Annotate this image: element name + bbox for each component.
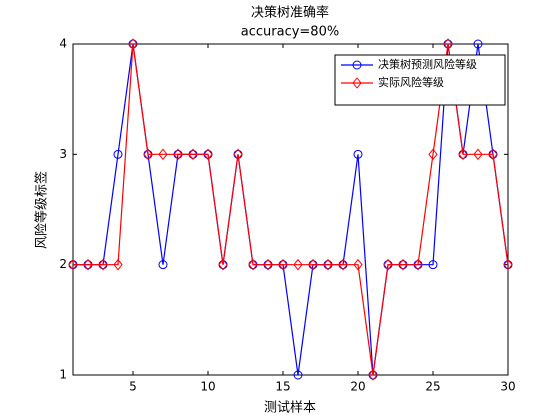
chart-subtitle: accuracy=80%	[241, 25, 339, 40]
data-point	[158, 148, 168, 161]
data-point	[368, 369, 378, 381]
data-point	[113, 258, 123, 271]
legend-box	[334, 54, 506, 106]
data-point	[68, 258, 78, 271]
legend-label: 决策树预测风险等级	[378, 57, 477, 71]
data-point	[353, 149, 363, 159]
y-tick-label: 3	[59, 147, 67, 161]
data-point	[458, 148, 468, 161]
series-line	[73, 43, 509, 376]
data-point	[473, 148, 483, 161]
data-point	[98, 258, 108, 271]
legend-marker	[352, 60, 362, 70]
chart-title: 决策树准确率	[251, 5, 329, 21]
data-point	[323, 258, 333, 271]
data-point	[413, 258, 423, 271]
data-point	[143, 148, 153, 161]
data-point	[263, 258, 273, 271]
y-axis-label: 风险等级标签	[34, 171, 50, 249]
data-point	[428, 148, 438, 161]
x-tick-label: 25	[425, 380, 440, 394]
data-point	[398, 258, 408, 271]
x-tick-label: 10	[200, 380, 215, 394]
data-point	[428, 260, 438, 270]
data-point	[83, 258, 93, 271]
x-tick-label: 5	[129, 380, 137, 394]
data-point	[173, 148, 183, 161]
x-tick-label: 20	[350, 380, 365, 394]
x-tick-label: 15	[275, 380, 290, 394]
data-point	[128, 38, 138, 50]
data-point	[338, 258, 348, 271]
plot-area	[72, 43, 509, 376]
y-tick-label: 4	[59, 37, 67, 51]
legend-marker	[352, 77, 362, 89]
data-point	[503, 258, 513, 271]
x-tick-label: 30	[500, 380, 515, 394]
data-point	[248, 258, 258, 271]
data-point	[203, 148, 213, 161]
y-tick-label: 1	[59, 368, 67, 382]
x-axis-label: 测试样本	[264, 401, 316, 416]
data-point	[188, 148, 198, 161]
data-point	[218, 258, 228, 271]
data-point	[473, 39, 483, 49]
data-point	[293, 370, 303, 380]
data-point	[308, 258, 318, 271]
legend-label: 实际风险等级	[378, 75, 444, 89]
data-point	[113, 149, 123, 159]
data-point	[488, 148, 498, 161]
y-tick-label: 2	[59, 257, 67, 271]
data-point	[383, 258, 393, 271]
data-point	[158, 260, 168, 270]
data-point	[233, 148, 243, 161]
data-point	[293, 258, 303, 271]
data-point	[353, 258, 363, 271]
data-point	[443, 38, 453, 50]
data-point	[278, 258, 288, 271]
